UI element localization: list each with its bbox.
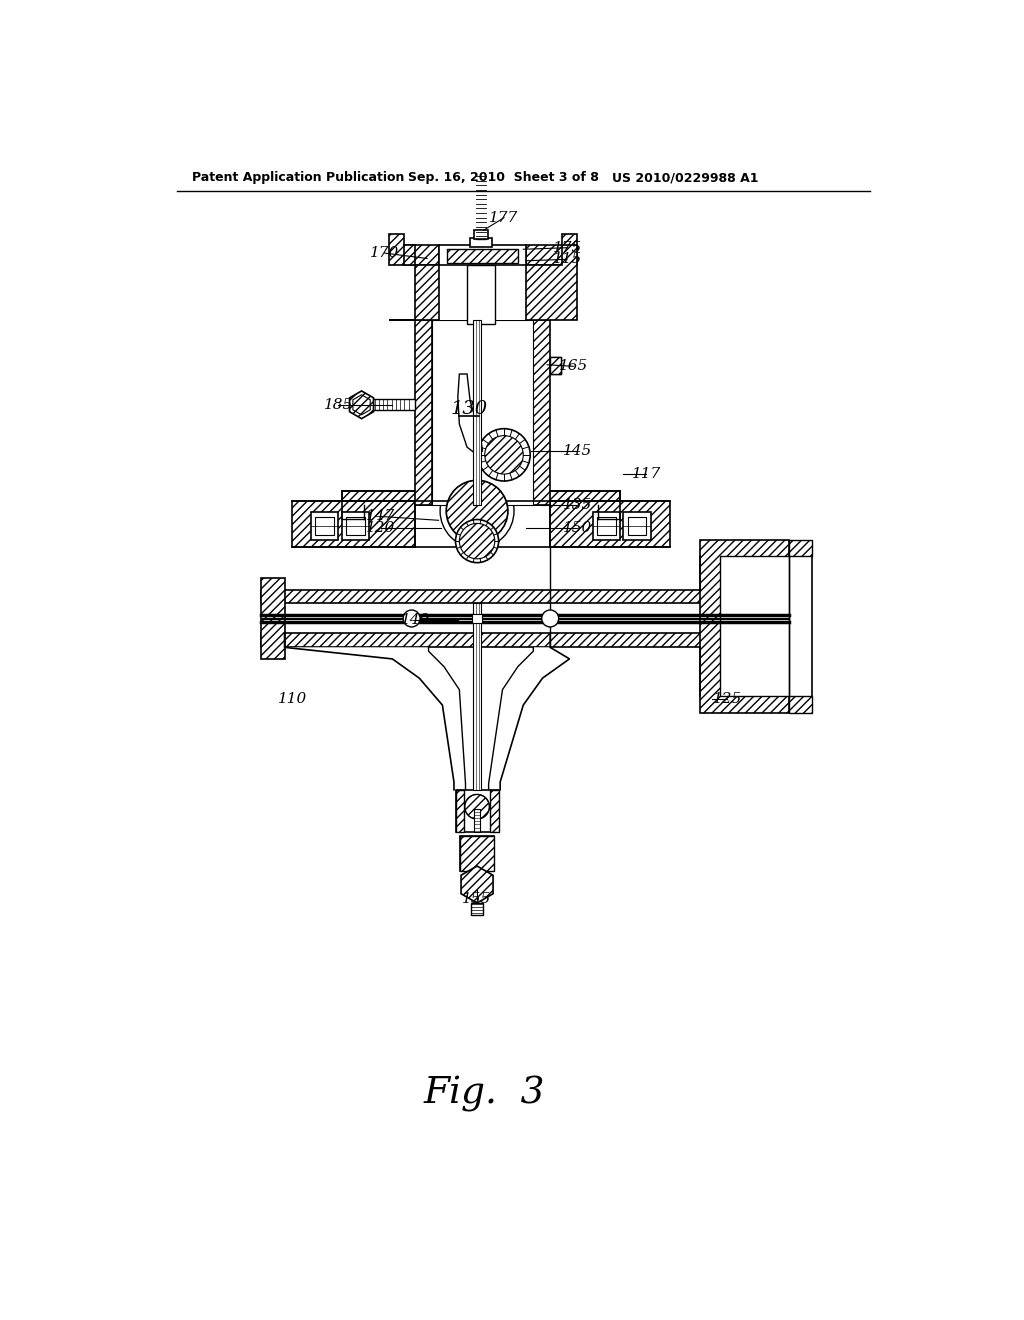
Bar — [472, 614, 482, 623]
Bar — [460, 836, 494, 871]
Polygon shape — [388, 246, 439, 321]
Circle shape — [478, 429, 530, 480]
Text: 150: 150 — [562, 521, 592, 535]
Polygon shape — [353, 395, 371, 414]
Text: 185: 185 — [324, 397, 353, 412]
Text: 155: 155 — [463, 892, 492, 906]
Circle shape — [403, 610, 420, 627]
Text: Patent Application Publication: Patent Application Publication — [193, 172, 404, 185]
Circle shape — [542, 610, 559, 627]
Bar — [788, 696, 812, 713]
Polygon shape — [700, 540, 788, 713]
Circle shape — [460, 524, 495, 558]
Polygon shape — [534, 321, 550, 506]
Bar — [261, 603, 788, 634]
Polygon shape — [349, 391, 374, 418]
Text: 135: 135 — [562, 498, 592, 512]
Text: 125: 125 — [713, 692, 742, 706]
Text: 175: 175 — [553, 240, 582, 255]
Polygon shape — [292, 502, 416, 548]
Bar — [490, 789, 499, 832]
Polygon shape — [720, 557, 788, 696]
Bar — [439, 246, 525, 264]
Polygon shape — [388, 234, 578, 321]
Circle shape — [440, 474, 514, 548]
Text: 120: 120 — [367, 521, 395, 535]
Bar — [261, 634, 788, 647]
Polygon shape — [285, 647, 466, 789]
Bar — [474, 809, 480, 832]
Polygon shape — [525, 234, 578, 264]
Polygon shape — [342, 491, 620, 506]
Bar — [550, 356, 561, 374]
Text: 177: 177 — [489, 211, 518, 224]
Text: US 2010/0229988 A1: US 2010/0229988 A1 — [611, 172, 759, 185]
Bar — [624, 512, 651, 540]
Polygon shape — [550, 502, 670, 548]
Bar — [473, 321, 481, 506]
Bar — [315, 517, 334, 536]
Text: Fig.  3: Fig. 3 — [424, 1076, 546, 1111]
Bar — [261, 590, 788, 603]
Text: 170: 170 — [370, 246, 399, 260]
Circle shape — [456, 520, 499, 562]
Bar — [471, 903, 483, 915]
Polygon shape — [458, 374, 482, 455]
Bar — [447, 249, 518, 263]
Bar — [476, 238, 485, 239]
Bar — [456, 789, 464, 832]
Bar — [342, 512, 370, 540]
Bar — [550, 356, 561, 374]
Bar — [467, 264, 495, 323]
Text: 115: 115 — [553, 252, 582, 267]
Bar — [597, 517, 615, 536]
Bar — [456, 789, 499, 832]
Bar — [373, 400, 416, 411]
Circle shape — [465, 795, 489, 818]
Polygon shape — [388, 234, 439, 264]
Bar — [416, 504, 550, 548]
Text: 149: 149 — [400, 614, 430, 627]
Bar — [460, 836, 494, 871]
Polygon shape — [525, 246, 578, 321]
Bar — [346, 517, 365, 536]
Bar — [474, 230, 487, 239]
Text: 145: 145 — [562, 444, 592, 458]
Bar — [432, 321, 534, 506]
Circle shape — [484, 436, 523, 474]
Bar — [788, 540, 812, 557]
Circle shape — [446, 480, 508, 543]
Bar — [473, 603, 481, 789]
Polygon shape — [461, 866, 494, 903]
Bar — [310, 512, 339, 540]
Polygon shape — [488, 647, 569, 789]
Polygon shape — [416, 321, 432, 506]
Text: 130: 130 — [451, 400, 487, 417]
Text: 110: 110 — [278, 692, 307, 706]
Text: 165: 165 — [559, 359, 588, 374]
Text: 147: 147 — [367, 510, 395, 524]
Bar — [593, 512, 621, 540]
Bar — [470, 238, 492, 247]
Text: 117: 117 — [632, 467, 662, 480]
Bar — [628, 517, 646, 536]
Bar — [261, 578, 285, 659]
Text: Sep. 16, 2010  Sheet 3 of 8: Sep. 16, 2010 Sheet 3 of 8 — [408, 172, 599, 185]
